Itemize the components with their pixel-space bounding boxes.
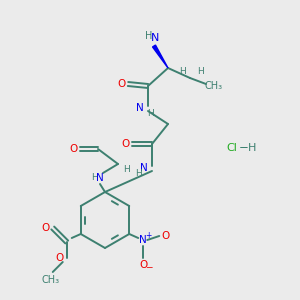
Polygon shape xyxy=(152,45,168,68)
Text: CH₃: CH₃ xyxy=(42,275,60,285)
Text: −: − xyxy=(146,262,153,272)
Text: Cl: Cl xyxy=(226,143,237,153)
Text: N: N xyxy=(136,103,144,113)
Text: H: H xyxy=(135,169,141,178)
Text: H: H xyxy=(147,110,153,118)
Text: N: N xyxy=(96,173,104,183)
Text: −: − xyxy=(239,142,249,154)
Text: O: O xyxy=(117,79,125,89)
Text: O: O xyxy=(69,144,77,154)
Text: N: N xyxy=(140,163,148,173)
Text: +: + xyxy=(145,230,152,239)
Text: H: H xyxy=(196,67,203,76)
Text: CH₃: CH₃ xyxy=(205,81,223,91)
Text: H: H xyxy=(145,31,153,41)
Text: O: O xyxy=(56,253,64,263)
Text: O: O xyxy=(121,139,129,149)
Text: H: H xyxy=(178,67,185,76)
Text: H: H xyxy=(91,173,98,182)
Text: O: O xyxy=(161,231,170,241)
Text: N: N xyxy=(140,235,147,245)
Text: O: O xyxy=(42,223,50,233)
Text: O: O xyxy=(139,260,147,270)
Text: H: H xyxy=(124,166,130,175)
Text: N: N xyxy=(151,33,159,43)
Text: H: H xyxy=(248,143,256,153)
